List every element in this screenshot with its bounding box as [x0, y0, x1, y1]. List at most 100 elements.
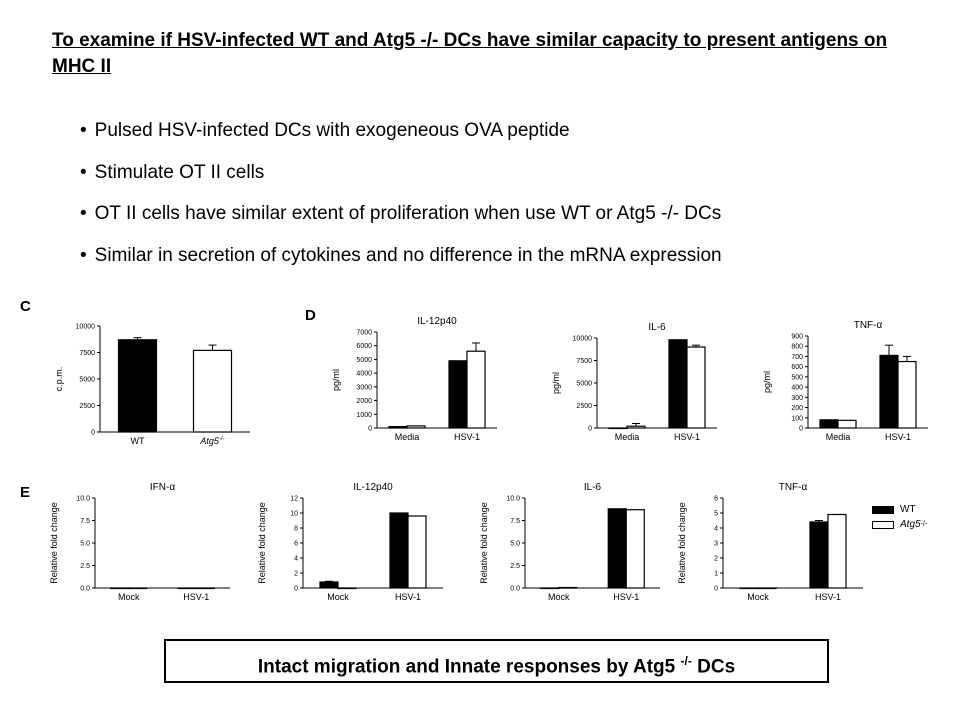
y-tick-label: 2500	[79, 403, 95, 410]
panel-label-d: D	[305, 307, 316, 324]
chart-title: IL-6	[648, 322, 666, 333]
y-axis-label: pg/ml	[551, 372, 561, 394]
chart-title: IL-12p40	[417, 316, 457, 327]
bar-atg5	[686, 346, 706, 429]
y-tick-label: 0.0	[80, 586, 90, 593]
chart-e-ifn: IFN-α 0.0 2.5 5.0 7.5 10.0 Relative fold chang…	[49, 482, 230, 602]
y-tick-label: 500	[791, 374, 803, 381]
y-axis-label: pg/ml	[762, 371, 772, 393]
y-tick-label: 700	[791, 354, 803, 361]
y-tick-label: 10000	[573, 336, 593, 343]
y-tick-label: 7500	[79, 350, 95, 357]
y-tick-label: 6	[714, 496, 718, 503]
y-tick-label: 6	[294, 541, 298, 548]
y-tick-label: 6000	[356, 343, 372, 350]
bar-atg5	[558, 586, 578, 589]
chart-title: TNF-α	[779, 482, 808, 493]
bar-atg5	[897, 360, 917, 429]
bar-atg5	[128, 587, 148, 590]
x-tick-label: HSV-1	[395, 592, 421, 602]
y-tick-label: 0	[588, 426, 592, 433]
y-tick-label: 5000	[356, 357, 372, 364]
y-axis-label: pg/ml	[331, 369, 341, 391]
y-tick-label: 5.0	[80, 541, 90, 548]
bar-atg5	[195, 587, 215, 590]
y-tick-label: 7.5	[510, 518, 520, 525]
chart-title: IL-6	[584, 482, 602, 493]
bar-wt	[389, 512, 409, 589]
y-tick-label: 0	[368, 426, 372, 433]
bullet-item: OT II cells have similar extent of proli…	[80, 199, 722, 241]
y-axis-label: Relative fold change	[677, 502, 687, 584]
x-tick-label: HSV-1	[183, 592, 209, 602]
y-tick-label: 1000	[356, 412, 372, 419]
summary-box: Intact migration and Innate responses by…	[164, 639, 829, 683]
y-tick-label: 1	[714, 571, 718, 578]
bar-atg5	[337, 587, 357, 590]
chart-e-tnf: TNF-α 0 1 2 3 4 5 6 Relative fold change Mock HSV-…	[677, 482, 863, 602]
y-tick-label: 2.5	[510, 563, 520, 570]
bar-wt	[668, 339, 688, 429]
panel-label-e: E	[20, 484, 31, 501]
bar-wt	[177, 587, 197, 590]
y-tick-label: 0	[294, 586, 298, 593]
x-tick-label: Atg5-/-	[199, 436, 224, 446]
y-tick-label: 600	[791, 364, 803, 371]
chart-title: TNF-α	[854, 320, 883, 331]
bullet-item: Stimulate OT II cells	[80, 158, 722, 200]
bar-wt	[110, 587, 130, 590]
y-tick-label: 4	[714, 526, 718, 533]
x-tick-label: HSV-1	[454, 432, 480, 442]
x-tick-label: WT	[131, 436, 145, 446]
y-tick-label: 900	[791, 334, 803, 341]
bullet-list: Pulsed HSV-infected DCs with exogeneous …	[80, 116, 722, 282]
y-axis-label: Relative fold change	[49, 502, 59, 584]
legend-swatch-atg5	[872, 520, 894, 529]
y-tick-label: 4	[294, 556, 298, 563]
chart-legend: WT Atg5 -/-	[872, 502, 927, 532]
bar-wt	[448, 360, 468, 429]
x-tick-label: HSV-1	[885, 432, 911, 442]
x-tick-label: Mock	[747, 592, 769, 602]
bar-wt	[540, 587, 560, 590]
y-axis-label: Relative fold change	[257, 502, 267, 584]
y-tick-label: 3000	[356, 384, 372, 391]
bar-atg5	[406, 425, 426, 429]
x-tick-label: Mock	[118, 592, 140, 602]
y-tick-label: 5.0	[510, 541, 520, 548]
chart-e-il6: IL-6 0.0 2.5 5.0 7.5 10.0 Relative fold change…	[479, 482, 660, 602]
y-axis-label: Relative fold change	[479, 502, 489, 584]
bar-wt	[117, 339, 158, 433]
y-tick-label: 12	[290, 496, 298, 503]
x-tick-label: Media	[615, 432, 640, 442]
y-tick-label: 300	[791, 395, 803, 402]
y-tick-label: 2.5	[80, 563, 90, 570]
y-tick-label: 10000	[76, 324, 96, 331]
chart-d-il12p40: IL-12p40 0 1000 2000 3000 4000 5000 6000 7000 pg/…	[331, 316, 497, 442]
bar-atg5	[626, 425, 646, 429]
y-axis-label: c.p.m.	[54, 367, 64, 392]
bar-wt	[739, 587, 759, 590]
x-tick-label: HSV-1	[613, 592, 639, 602]
y-tick-label: 5000	[576, 381, 592, 388]
bar-wt	[319, 581, 339, 589]
y-tick-label: 10	[290, 511, 298, 518]
y-tick-label: 0	[91, 430, 95, 437]
chart-d-tnf: TNF-α 0 100 200 300 400 500 600 700 800 900 pg/ml Me…	[762, 320, 928, 442]
legend-item-wt: WT	[872, 502, 927, 517]
y-tick-label: 0	[799, 426, 803, 433]
bar-atg5	[757, 587, 777, 590]
bullet-item: Similar in secretion of cytokines and no…	[80, 241, 722, 283]
x-tick-label: Mock	[327, 592, 349, 602]
y-tick-label: 0.0	[510, 586, 520, 593]
y-tick-label: 200	[791, 405, 803, 412]
bar-wt	[607, 508, 627, 589]
y-tick-label: 2000	[356, 398, 372, 405]
chart-c-proliferation: 0 2500 5000 7500 10000 c.p.m. WT Atg5-/-	[54, 324, 250, 446]
bar-atg5	[837, 419, 857, 429]
bar-atg5	[827, 513, 847, 589]
y-tick-label: 8	[294, 526, 298, 533]
bullet-item: Pulsed HSV-infected DCs with exogeneous …	[80, 116, 722, 158]
y-tick-label: 4000	[356, 371, 372, 378]
bar-wt	[608, 427, 628, 430]
